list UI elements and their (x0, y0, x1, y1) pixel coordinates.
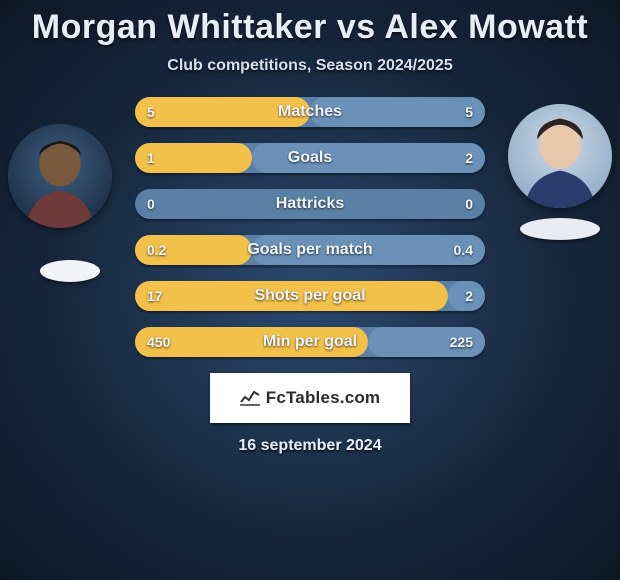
stat-fill-left (135, 281, 448, 311)
branding-text: FcTables.com (266, 388, 381, 408)
comparison-infographic: Morgan Whittaker vs Alex Mowatt Club com… (0, 0, 620, 580)
stat-value-left: 450 (147, 327, 170, 357)
team-badge-left (40, 260, 100, 282)
stat-value-left: 5 (147, 97, 155, 127)
player-avatar-right (508, 104, 612, 208)
stat-fill-right (252, 235, 485, 265)
branding-badge: FcTables.com (210, 373, 410, 423)
stat-value-left: 0.2 (147, 235, 166, 265)
stat-fill-left (135, 97, 310, 127)
stat-fill-right (310, 97, 485, 127)
stat-value-right: 5 (465, 97, 473, 127)
stat-row: Goals per match0.20.4 (135, 235, 485, 265)
stat-value-right: 2 (465, 143, 473, 173)
stat-row: Min per goal450225 (135, 327, 485, 357)
stat-row: Goals12 (135, 143, 485, 173)
subtitle: Club competitions, Season 2024/2025 (0, 57, 620, 75)
stat-label: Hattricks (135, 189, 485, 219)
stat-bars: Matches55Goals12Hattricks00Goals per mat… (135, 97, 485, 357)
chart-icon (240, 388, 260, 409)
date-label: 16 september 2024 (0, 437, 620, 455)
stat-row: Shots per goal172 (135, 281, 485, 311)
person-icon (508, 104, 612, 208)
stat-value-right: 2 (465, 281, 473, 311)
person-icon (8, 124, 112, 228)
stat-row: Hattricks0 0 (135, 189, 485, 219)
team-badge-right (520, 218, 600, 240)
stat-row: Matches55 (135, 97, 485, 127)
stat-value-left: 17 (147, 281, 163, 311)
stat-value-right: 0.4 (454, 235, 473, 265)
stat-value-left: 0 (147, 189, 155, 219)
stat-value-left: 1 (147, 143, 155, 173)
stat-value-right: 0 (465, 189, 473, 219)
stat-value-right: 225 (450, 327, 473, 357)
stat-fill-right (252, 143, 485, 173)
player-avatar-left (8, 124, 112, 228)
page-title: Morgan Whittaker vs Alex Mowatt (0, 8, 620, 47)
